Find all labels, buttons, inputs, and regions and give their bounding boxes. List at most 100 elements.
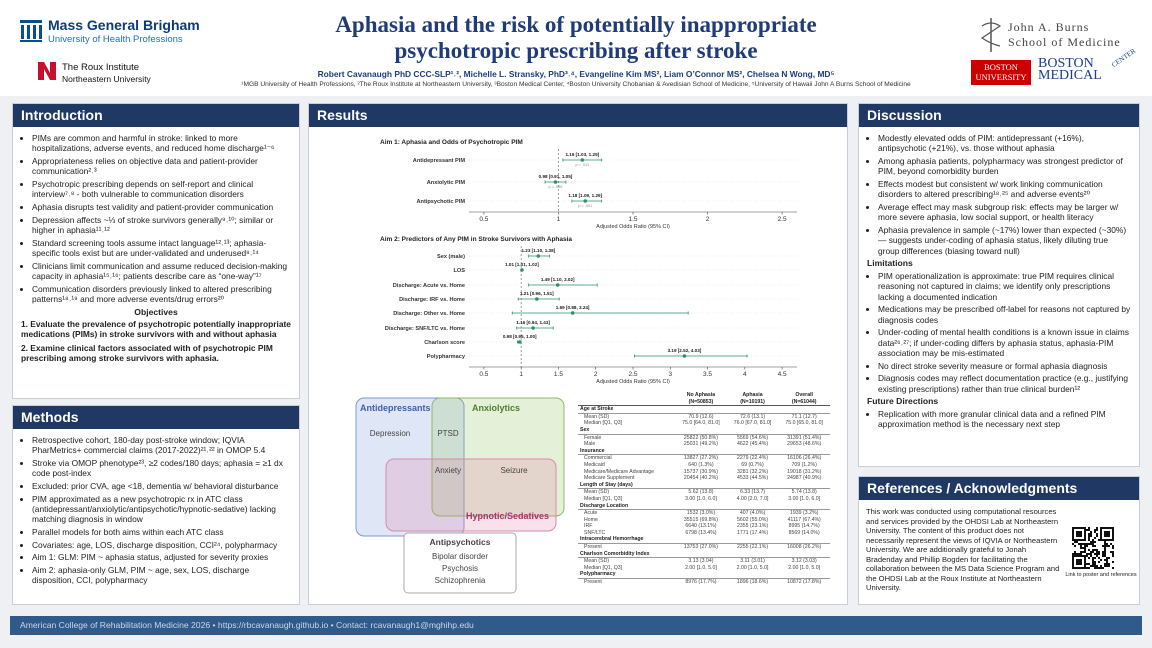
table-cell: 5569 (54.6%) [736,434,769,441]
qr-module [1108,527,1110,529]
table-row: Home 35515 (69.8%) 5602 (55.0%) 41117 (67.4… [578,517,830,524]
table-section: Discharge Location [578,502,830,511]
table-cell: SNF/LTC [584,529,606,536]
table-section: Sex [578,426,830,435]
qr-module [1102,551,1104,553]
qr-module [1108,531,1110,533]
qr-module [1082,543,1084,545]
qr-module [1082,539,1084,541]
header-line: Overall [795,392,813,398]
qr-module [1074,555,1076,557]
bullet: Under-coding of mental health conditions… [878,327,1131,358]
qr-module [1090,533,1092,535]
characteristics-table: No Aphasia (N=50853) Aphasia (N=10191) Overa… [578,392,830,586]
qr-module [1108,565,1110,567]
qr-module [1080,547,1082,549]
value-label: 1.16 [0.94, 1.43] [516,320,550,325]
qr-module [1112,547,1114,549]
qr-module [1094,563,1096,565]
qr-module [1078,533,1080,535]
qr-module [1082,555,1084,557]
qr-module [1072,555,1074,557]
qr-module [1084,551,1086,553]
plot-title: Aim 2: Predictors of Any PIM in Stroke S… [380,236,572,243]
qr-module [1080,545,1082,547]
qr-code[interactable] [1072,527,1114,569]
qr-module [1080,527,1082,529]
table-cell: 2.00 [1.0, 5.0] [685,564,717,571]
qr-module [1084,527,1086,529]
qr-module [1104,531,1106,533]
x-tick-label: 1.5 [628,216,637,223]
qr-module [1084,531,1086,533]
table-cell: 19018 (31.2%) [787,468,822,475]
qr-module [1078,563,1080,565]
qr-module [1078,539,1080,541]
discussion-panel: Discussion Modestly elevated odds of PIM… [858,103,1140,467]
table-row: Median [Q1, Q3] 3.00 [1.0, 6.0] 4.00 [2.0,… [578,496,830,503]
section-heading: Discussion [859,104,1139,127]
table-cell: 5602 (55.0%) [736,516,769,523]
qr-module [1098,567,1100,569]
qr-module [1104,565,1106,567]
table-row: Polypharmacy [578,571,830,580]
qr-module [1094,531,1096,533]
qr-module [1076,527,1078,529]
qr-module [1092,551,1094,553]
value-label: 1.69 [0.88, 3.24] [556,305,590,310]
qr-module [1078,555,1080,557]
table-cell: 3.11 (3.01) [740,558,765,565]
table-row: Mean (SD) 5.62 (13.8) 6.33 (13.7) 5.74 (13.… [578,489,830,496]
forest-plot: Aim 1: Aphasia and Odds of Psychotropic … [380,139,797,230]
venn-set [403,532,517,594]
qr-module [1088,539,1090,541]
acknowledgment-text: This work was conducted using computatio… [866,507,1060,592]
qr-module [1104,541,1106,543]
header-line: (N=50853) [688,398,714,405]
qr-module [1084,533,1086,535]
qr-module [1098,553,1100,555]
qr-module [1084,549,1086,551]
qr-module [1108,535,1110,537]
qr-module [1104,543,1106,545]
qr-module [1102,567,1104,569]
table-cell: 25031 (49.2%) [683,441,718,448]
qr-module [1104,539,1106,541]
table-wrap: No Aphasia (N=50853) Aphasia (N=10191) Overa… [578,392,830,604]
table-cell: 4622 (45.4%) [736,441,769,448]
qr-module [1080,563,1082,565]
qr-module [1082,547,1084,549]
table-cell: 1896 (18.6%) [736,579,769,586]
qr-module [1080,567,1082,569]
estimate-point [570,311,575,315]
table-cell: 1939 (3.2%) [790,510,819,517]
qr-module [1112,535,1114,537]
table-cell: 5.62 (13.8) [688,489,714,496]
section-body: PIMs are common and harmful in stroke: l… [21,133,291,367]
table-cell: 24987 (40.9%) [787,475,822,482]
qr-module [1096,533,1098,535]
table-row: Medicare/Medicare Advantage 15737 (30.9%)… [578,469,830,476]
table-row: Mean (SD) 70.9 (12.6) 72.6 (13.1) 71.1 (12.… [578,413,830,420]
bullet: Communication disorders previously linke… [32,284,291,305]
table-cell: Mean (SD) [584,558,610,565]
table-cell: 709 (1.2%) [791,461,817,468]
qr-module [1078,535,1080,537]
qr-module [1088,535,1090,537]
bullet: Psychotropic prescribing depends on self… [32,179,291,200]
bullet-list: Retrospective cohort, 180-day post-strok… [21,435,291,586]
value-label: 1.23 [1.10, 1.38] [521,248,555,253]
qr-module [1106,563,1108,565]
qr-module [1080,551,1082,553]
qr-module [1110,551,1112,553]
table-header: Overall (N=61044) [778,392,830,407]
qr-module [1084,547,1086,549]
qr-module [1072,537,1074,539]
venn-condition: Depression [370,429,410,438]
x-axis-label: Adjusted Odds Ratio (95% CI) [596,379,670,385]
table-cell: 1771 (17.4%) [736,529,769,536]
qr-module [1084,537,1086,539]
qr-module [1098,539,1100,541]
table-row: Commercial 13827 (27.2%) 2279 (22.4%) 16106… [578,455,830,462]
qr-module [1100,529,1102,531]
